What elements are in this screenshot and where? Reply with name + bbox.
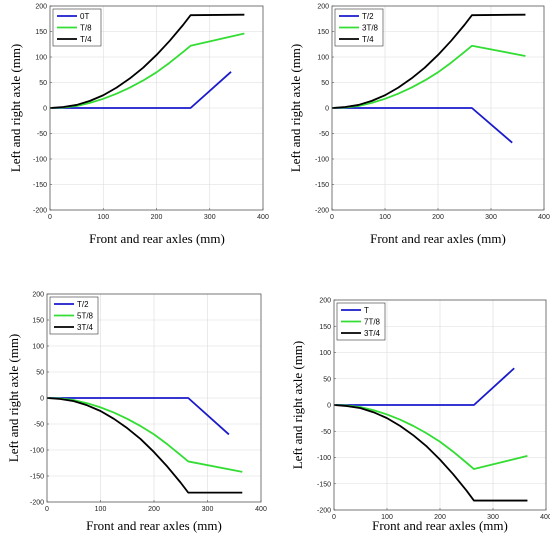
series-line-3 (331, 13, 526, 109)
chart-panel-1: 0 100 200 300 400 -200 -150 -100 -50 0 50 100 150 200… (8, 4, 269, 247)
series-line-1 (332, 107, 513, 144)
legend-label-2: 5T/8 (77, 312, 94, 321)
y-tick-label: 100 (35, 55, 47, 62)
y-tick-label: 0 (327, 403, 331, 410)
series-line-1 (50, 71, 232, 109)
series-line-2 (333, 404, 528, 470)
x-tick-label: 0 (48, 214, 52, 221)
y-tick-label: -50 (319, 131, 329, 138)
y-tick-label: 50 (323, 376, 331, 383)
y-tick-label: -200 (317, 508, 331, 515)
y-tick-label: 0 (40, 396, 44, 403)
y-tick-label: 50 (39, 80, 47, 87)
x-tick-label: 200 (148, 506, 160, 513)
chart-panel-4: 0 100 200 300 400 -200 -150 -100 -50 0 50 100 150 200… (290, 298, 550, 534)
legend-label-2: T/8 (80, 24, 92, 33)
legend-label-3: T/4 (362, 35, 374, 44)
x-tick-label: 100 (97, 214, 109, 221)
y-tick-label: -200 (30, 500, 44, 507)
y-tick-label: -100 (30, 448, 44, 455)
legend-label-2: 7T/8 (364, 318, 381, 327)
x-tick-label: 400 (255, 506, 267, 513)
x-tick-label: 300 (485, 214, 497, 221)
series-line-1 (334, 367, 515, 406)
y-tick-label: -150 (30, 474, 44, 481)
y-tick-label: 150 (35, 29, 47, 36)
y-tick-label: 200 (35, 4, 47, 11)
series-line-2 (46, 397, 243, 473)
x-axis-label: Front and rear axles (mm) (89, 231, 225, 246)
y-tick-label: 150 (32, 318, 44, 325)
x-axis-label: Front and rear axles (mm) (372, 518, 508, 533)
x-tick-label: 100 (95, 506, 107, 513)
legend-label-1: T/2 (77, 300, 89, 309)
legend-label-3: T/4 (80, 35, 92, 44)
legend: 0T T/8 T/4 (52, 8, 102, 47)
series-line-2 (49, 32, 245, 109)
y-tick-label: -200 (315, 208, 329, 215)
y-tick-label: 200 (317, 4, 329, 11)
x-tick-label: 100 (381, 514, 393, 521)
y-tick-label: 50 (36, 370, 44, 377)
y-tick-label: -150 (33, 182, 47, 189)
x-tick-label: 100 (379, 214, 391, 221)
y-tick-label: 200 (319, 298, 331, 305)
legend: T 7T/8 3T/4 (336, 302, 386, 341)
y-tick-label: -100 (315, 157, 329, 164)
x-axis-label: Front and rear axles (mm) (370, 231, 506, 246)
y-tick-label: -100 (33, 157, 47, 164)
y-axis-label: Left and right axle (mm) (6, 334, 21, 463)
x-tick-label: 300 (204, 214, 216, 221)
x-tick-label: 300 (487, 514, 499, 521)
legend: T/2 5T/8 3T/4 (49, 296, 99, 335)
y-tick-label: -150 (317, 481, 331, 488)
x-tick-label: 200 (151, 214, 163, 221)
y-tick-label: -150 (315, 182, 329, 189)
y-tick-label: -50 (34, 422, 44, 429)
y-tick-label: 100 (32, 344, 44, 351)
chart-panel-3: 0 100 200 300 400 -200 -150 -100 -50 0 50 100 150 200… (6, 292, 267, 534)
series-line-3 (46, 397, 243, 494)
y-tick-label: 100 (317, 55, 329, 62)
y-tick-label: 100 (319, 350, 331, 357)
y-tick-label: -50 (321, 429, 331, 436)
series-line-3 (49, 13, 245, 109)
legend-label-1: 0T (80, 12, 89, 21)
y-axis-label: Left and right axle (mm) (8, 44, 23, 173)
legend-label-3: 3T/4 (364, 329, 381, 338)
y-tick-label: -50 (37, 131, 47, 138)
x-tick-label: 0 (330, 214, 334, 221)
series-line-3 (333, 404, 528, 502)
y-tick-label: 0 (325, 106, 329, 113)
x-tick-label: 200 (432, 214, 444, 221)
chart-panel-2: 0 100 200 300 400 -200 -150 -100 -50 0 50 100 150 200… (288, 4, 550, 247)
series-line-2 (331, 44, 526, 109)
x-tick-label: 0 (45, 506, 49, 513)
legend-label-1: T (364, 306, 369, 315)
y-tick-label: 150 (319, 324, 331, 331)
legend-label-3: 3T/4 (77, 323, 94, 332)
legend-label-1: T/2 (362, 12, 374, 21)
y-tick-label: -100 (317, 455, 331, 462)
y-tick-label: 50 (321, 80, 329, 87)
y-tick-label: 0 (43, 106, 47, 113)
y-tick-label: 200 (32, 292, 44, 299)
x-axis-label: Front and rear axles (mm) (86, 518, 222, 533)
series-line-1 (47, 397, 230, 436)
y-axis-label: Left and right axle (mm) (290, 341, 305, 470)
x-tick-label: 200 (434, 514, 446, 521)
x-tick-label: 400 (540, 514, 550, 521)
x-tick-label: 400 (257, 214, 269, 221)
x-tick-label: 300 (202, 506, 214, 513)
y-axis-label: Left and right axle (mm) (288, 44, 303, 173)
x-tick-label: 0 (332, 514, 336, 521)
y-tick-label: 150 (317, 29, 329, 36)
legend: T/2 3T/8 T/4 (334, 8, 384, 47)
y-tick-label: -200 (33, 208, 47, 215)
legend-label-2: 3T/8 (362, 24, 379, 33)
x-tick-label: 400 (538, 214, 550, 221)
